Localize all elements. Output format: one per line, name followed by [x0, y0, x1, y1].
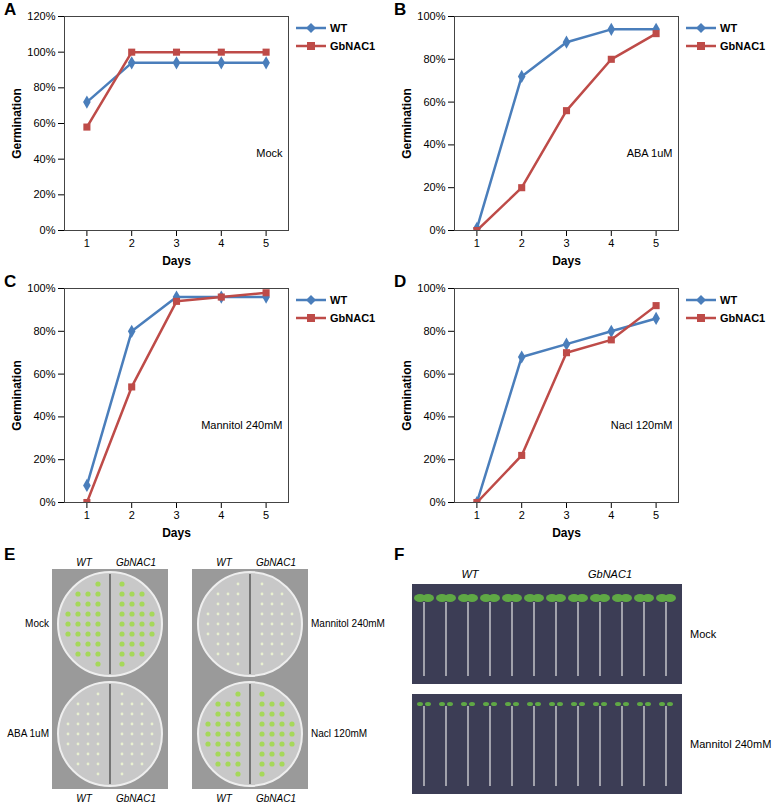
- html-text:GbNAC1: GbNAC1: [330, 312, 376, 324]
- svg-text:0%: 0%: [40, 496, 56, 508]
- svg-text:WT: WT: [76, 557, 92, 568]
- svg-text:40%: 40%: [423, 138, 445, 150]
- html-text:GbNAC1: GbNAC1: [720, 312, 766, 324]
- svg-text:Mannitol 240mM: Mannitol 240mM: [690, 738, 771, 750]
- svg-text:Germination: Germination: [10, 88, 24, 159]
- svg-text:1: 1: [474, 237, 480, 249]
- svg-text:100%: 100%: [27, 46, 55, 58]
- svg-text:2: 2: [129, 509, 135, 521]
- svg-text:1: 1: [84, 237, 90, 249]
- svg-text:60%: 60%: [33, 117, 55, 129]
- svg-text:5: 5: [263, 509, 269, 521]
- html-text:WT: WT: [330, 22, 348, 34]
- svg-text:GbNAC1: GbNAC1: [116, 793, 156, 804]
- svg-text:80%: 80%: [33, 81, 55, 93]
- svg-text:Days: Days: [552, 254, 581, 268]
- svg-text:60%: 60%: [33, 368, 55, 380]
- svg-text:Mock: Mock: [256, 147, 283, 159]
- svg-text:4: 4: [218, 237, 224, 249]
- svg-text:Days: Days: [162, 254, 191, 268]
- svg-text:4: 4: [218, 509, 224, 521]
- html-text:GbNAC1: GbNAC1: [720, 40, 766, 52]
- svg-text:1: 1: [84, 509, 90, 521]
- svg-text:E: E: [4, 545, 15, 564]
- svg-text:Nacl 120mM: Nacl 120mM: [311, 728, 367, 739]
- svg-text:4: 4: [608, 509, 614, 521]
- svg-text:3: 3: [563, 237, 569, 249]
- svg-text:2: 2: [129, 237, 135, 249]
- html-text:A: A: [4, 0, 17, 19]
- html-text:WT: WT: [720, 294, 738, 306]
- svg-text:3: 3: [563, 509, 569, 521]
- svg-text:100%: 100%: [27, 282, 55, 294]
- svg-text:Mock: Mock: [690, 628, 717, 640]
- svg-text:0%: 0%: [430, 224, 446, 236]
- svg-text:40%: 40%: [423, 410, 445, 422]
- svg-text:20%: 20%: [33, 453, 55, 465]
- svg-text:20%: 20%: [423, 453, 445, 465]
- svg-text:5: 5: [653, 509, 659, 521]
- svg-text:ABA 1uM: ABA 1uM: [627, 147, 673, 159]
- svg-text:100%: 100%: [417, 282, 445, 294]
- svg-text:WT: WT: [216, 793, 232, 804]
- svg-text:5: 5: [263, 237, 269, 249]
- svg-text:Germination: Germination: [400, 88, 414, 159]
- svg-text:GbNAC1: GbNAC1: [256, 793, 296, 804]
- svg-text:F: F: [394, 545, 404, 564]
- svg-text:1: 1: [474, 509, 480, 521]
- svg-text:GbNAC1: GbNAC1: [588, 568, 632, 580]
- svg-text:Nacl 120mM: Nacl 120mM: [611, 419, 673, 431]
- html-text:B: B: [394, 0, 407, 19]
- svg-text:80%: 80%: [423, 325, 445, 337]
- svg-text:GbNAC1: GbNAC1: [256, 557, 296, 568]
- svg-text:Mannitol 240mM: Mannitol 240mM: [311, 618, 385, 629]
- svg-text:20%: 20%: [33, 188, 55, 200]
- svg-text:WT: WT: [461, 568, 479, 580]
- svg-text:Germination: Germination: [400, 360, 414, 431]
- svg-text:Days: Days: [552, 526, 581, 540]
- svg-text:80%: 80%: [33, 325, 55, 337]
- html-text:D: D: [394, 272, 407, 291]
- svg-text:Mannitol 240mM: Mannitol 240mM: [201, 419, 282, 431]
- html-text:GbNAC1: GbNAC1: [330, 40, 376, 52]
- svg-text:Mock: Mock: [25, 618, 50, 629]
- svg-text:5: 5: [653, 237, 659, 249]
- svg-text:40%: 40%: [33, 410, 55, 422]
- svg-text:3: 3: [173, 237, 179, 249]
- svg-text:Germination: Germination: [10, 360, 24, 431]
- svg-text:Days: Days: [162, 526, 191, 540]
- svg-text:ABA 1uM: ABA 1uM: [7, 728, 49, 739]
- svg-text:3: 3: [173, 509, 179, 521]
- html-text:WT: WT: [720, 22, 738, 34]
- svg-text:WT: WT: [76, 793, 92, 804]
- svg-text:GbNAC1: GbNAC1: [116, 557, 156, 568]
- svg-text:120%: 120%: [27, 10, 55, 22]
- svg-text:2: 2: [519, 237, 525, 249]
- svg-text:4: 4: [608, 237, 614, 249]
- svg-text:WT: WT: [216, 557, 232, 568]
- svg-text:80%: 80%: [423, 53, 445, 65]
- svg-text:0%: 0%: [40, 224, 56, 236]
- svg-text:20%: 20%: [423, 181, 445, 193]
- html-text:WT: WT: [330, 294, 348, 306]
- svg-text:40%: 40%: [33, 153, 55, 165]
- svg-text:0%: 0%: [430, 496, 446, 508]
- html-text:C: C: [4, 272, 17, 291]
- svg-text:2: 2: [519, 509, 525, 521]
- svg-text:100%: 100%: [417, 10, 445, 22]
- svg-text:60%: 60%: [423, 96, 445, 108]
- svg-text:60%: 60%: [423, 368, 445, 380]
